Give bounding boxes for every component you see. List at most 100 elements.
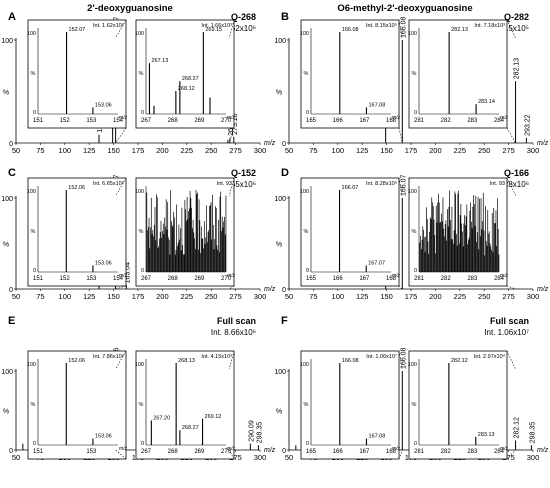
inset-peak-label: 167.08 [368,433,385,439]
inset-x-tick-label: 267 [141,118,152,124]
inset-y-tick-label: 0 [306,268,309,274]
inset-intensity-label: Int. 2.97x10⁴ [474,353,506,360]
inset-intensity-label: Int. 1.62x10⁶ [93,22,124,29]
inset-intensity-label: Int. 4.15x10³ [201,354,232,360]
x-tick-label: 100 [59,146,72,155]
peak-label: 166.08 [400,347,407,369]
inset-y-axis-label: % [139,229,144,235]
inset-y-tick-label: 100 [408,362,417,368]
peak-label: 293.22 [524,114,531,136]
x-tick-label: 300 [527,146,540,155]
inset-connector [506,127,516,144]
inset-y-axis-label: % [412,229,417,235]
inset-x-tick-label: 167 [359,276,370,282]
inset-y-tick-label: 0 [141,268,144,274]
inset-peak-label: 167.08 [368,102,385,108]
inset-intensity-label: Int. 8.15x10⁵ [366,22,397,29]
y-axis-label: % [3,409,9,416]
x-axis-label: m/z [264,447,276,454]
y-tick-label: 0 [9,287,13,294]
inset-y-tick-label: 100 [408,189,417,195]
peak-label: 282.12 [514,417,521,439]
inset-x-axis-label: m/z [500,115,509,121]
x-tick-label: 300 [527,292,540,301]
inset-x-tick-label: 152 [60,276,71,282]
inset-x-axis-label: m/z [227,115,236,121]
inset-x-tick-label: 281 [414,449,425,455]
panel-letter: C [8,167,16,179]
inset-x-tick-label: 153 [86,118,97,124]
panel-letter: F [281,315,288,327]
x-tick-label: 100 [59,292,72,301]
inset-x-tick-label: 281 [414,118,425,124]
inset-frame [408,19,508,129]
peak-label: 290.09 [248,420,255,442]
inset-peak-label: 153.06 [95,102,112,108]
inset-x-tick-label: 283 [467,118,478,124]
x-tick-label: 175 [405,146,418,155]
inset-x-tick-label: 151 [33,276,44,282]
inset-connector [228,19,235,39]
inset-y-axis-label: % [304,71,309,77]
inset-frame [27,350,127,460]
y-axis-label: % [276,242,282,249]
panel-letter: B [281,11,289,23]
inset-connector [506,350,516,370]
peak-label: 298.35 [256,422,263,444]
x-tick-label: 150 [107,292,120,301]
y-axis-label: % [276,90,282,97]
x-tick-label: 125 [83,146,96,155]
inset-x-tick-label: 282 [441,118,452,124]
x-tick-label: 225 [181,146,194,155]
x-tick-label: 250 [478,146,491,155]
x-tick-label: 275 [502,292,515,301]
inset-y-tick-label: 0 [33,268,36,274]
x-tick-label: 275 [229,453,242,462]
inset-connector [398,127,403,144]
peak-label: 273.18 [232,113,239,135]
x-tick-label: 75 [309,292,317,301]
y-tick-label: 100 [274,369,286,376]
inset-x-tick-label: 151 [33,118,44,124]
inset-x-axis-label: m/z [392,115,401,121]
inset-x-axis-label: m/z [392,273,401,279]
y-tick-label: 0 [9,141,13,148]
inset-x-axis-label: m/z [227,446,236,452]
inset-y-tick-label: 0 [33,110,36,116]
inset-x-tick-label: 283 [467,449,478,455]
inset-x-tick-label: 154 [113,118,124,124]
panel-c: C Q-152 Int. 6.65x10⁶ 0 100% 50 75 100 125 150 175… [1,167,275,301]
x-tick-label: 50 [285,453,293,462]
inset-left: 100 0% Int. 7.86x10⁶ 151 153 m/z 152.06 153.06 [27,350,128,460]
x-tick-label: 300 [254,292,267,301]
inset-connector [506,19,516,39]
inset-intensity-label: Int. 7.18x10³ [474,23,505,29]
x-tick-label: 175 [132,146,145,155]
scan-mode-label: Q-268 [231,12,256,22]
x-tick-label: 225 [181,292,194,301]
inset-y-tick-label: 0 [306,441,309,447]
inset-connector [115,285,127,290]
y-tick-label: 100 [1,196,13,203]
y-tick-label: 100 [1,369,13,376]
inset-frame [135,19,235,129]
inset-peak-label: 166.08 [342,358,359,364]
x-tick-label: 275 [229,146,242,155]
x-tick-label: 175 [132,292,145,301]
inset-y-tick-label: 100 [27,362,36,368]
inset-connector [398,19,403,39]
inset-peak-label: 152.07 [69,27,86,33]
inset-x-tick-label: 154 [113,276,124,282]
panel-a: A Q-268 Int. 1.62x10⁶ 0 100% 50 75 100 125 150 175… [1,11,275,155]
y-axis-label: % [276,409,282,416]
inset-y-tick-label: 100 [300,189,309,195]
inset-peak-label: 267.20 [153,415,170,421]
scan-mode-label: Full scan [490,316,529,326]
